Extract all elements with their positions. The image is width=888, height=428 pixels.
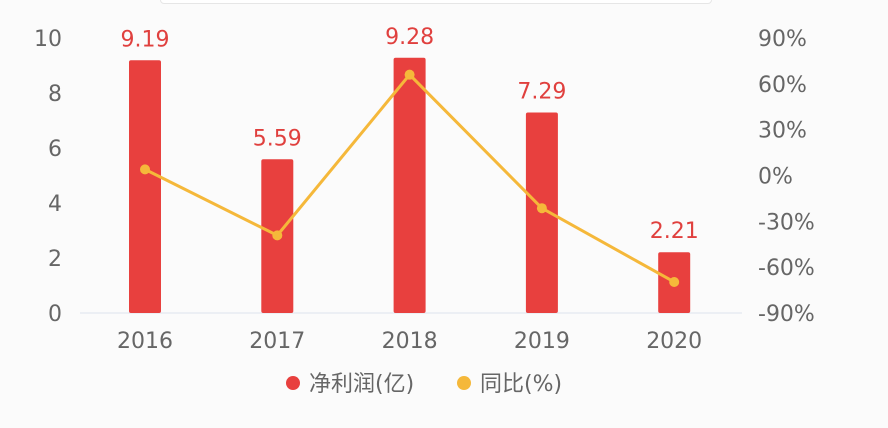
left-tick-label: 2 xyxy=(48,247,62,272)
bar xyxy=(129,60,161,314)
x-tick-label: 2017 xyxy=(249,329,305,354)
right-tick-label: 30% xyxy=(758,119,807,144)
right-tick-label: -60% xyxy=(758,256,815,281)
left-tick-label: 4 xyxy=(48,192,62,217)
right-tick-label: -30% xyxy=(758,210,815,235)
legend-label[interactable]: 净利润(亿) xyxy=(309,372,414,397)
x-tick-label: 2016 xyxy=(117,329,173,354)
bar-data-label: 9.28 xyxy=(385,25,434,50)
line-point xyxy=(272,230,283,241)
bar-data-label: 9.19 xyxy=(121,27,170,52)
bar-data-label: 7.29 xyxy=(517,80,566,105)
line-point xyxy=(404,69,415,80)
right-tick-label: 90% xyxy=(758,27,807,52)
line-point xyxy=(536,203,547,214)
legend-marker[interactable] xyxy=(286,376,300,390)
legend-marker[interactable] xyxy=(457,376,471,390)
line-point xyxy=(669,276,680,287)
line-point xyxy=(140,164,150,175)
bar xyxy=(393,57,426,313)
x-tick-label: 2019 xyxy=(514,329,570,354)
legend-label[interactable]: 同比(%) xyxy=(480,372,562,397)
left-tick-label: 0 xyxy=(48,302,62,327)
x-tick-label: 2018 xyxy=(382,329,438,354)
left-tick-label: 8 xyxy=(48,82,62,107)
right-tick-label: 0% xyxy=(758,165,793,190)
bar-data-label: 5.59 xyxy=(253,126,302,151)
x-tick-label: 2020 xyxy=(646,329,702,354)
left-tick-label: 6 xyxy=(48,137,62,162)
bar-data-label: 2.21 xyxy=(650,219,699,244)
right-tick-label: -90% xyxy=(758,302,815,327)
right-tick-label: 60% xyxy=(758,73,807,98)
left-tick-label: 10 xyxy=(34,27,62,52)
